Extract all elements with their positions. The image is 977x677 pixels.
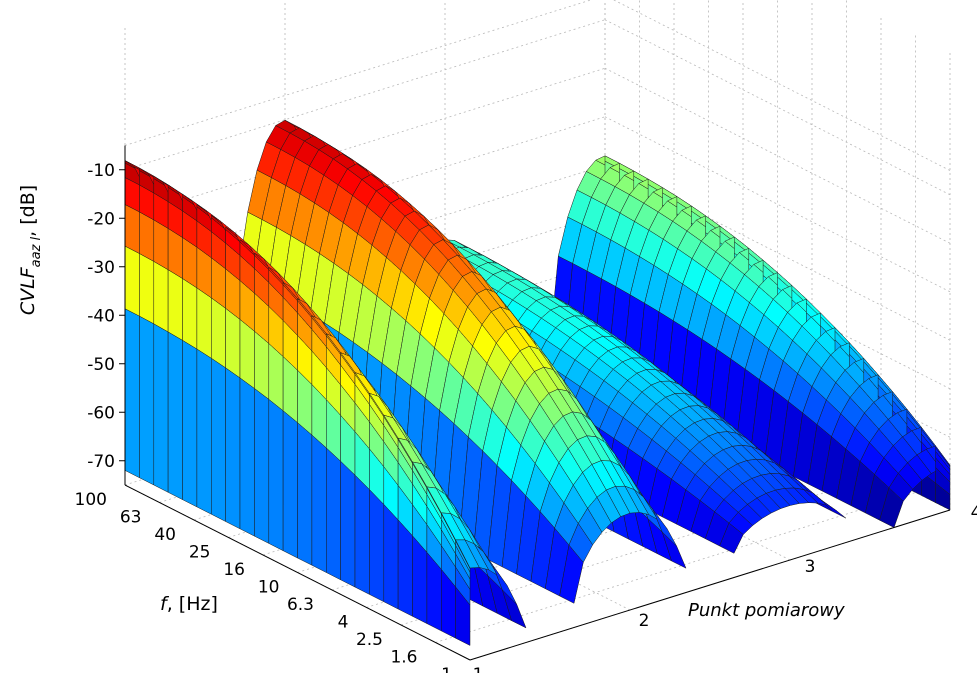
- surface-patch: [383, 503, 399, 610]
- y-tick-label: 63: [120, 508, 142, 528]
- y-tick-label: 1.6: [390, 648, 417, 668]
- z-tick-label: -40: [87, 306, 115, 326]
- wall-grid-line: [124, 67, 606, 219]
- y-tick-label: 100: [75, 490, 107, 510]
- y-tick-label: 10: [258, 578, 280, 598]
- surface-patch: [139, 253, 155, 325]
- z-tick-label: -70: [87, 452, 115, 472]
- surface-patch: [211, 357, 226, 522]
- z-tick-label: -60: [87, 403, 115, 423]
- y-tick-label: 4: [338, 613, 349, 633]
- surface-patch: [369, 488, 385, 603]
- surface-patch: [139, 211, 155, 262]
- surface-patch: [153, 260, 169, 333]
- floor-grid-line: [435, 492, 916, 643]
- x-tick-label: 1: [473, 665, 484, 673]
- y-axis-line: [124, 484, 471, 661]
- x-axis-line: [469, 509, 951, 661]
- surface-patch: [167, 269, 183, 341]
- y-tick-label: 16: [223, 560, 245, 580]
- wall-grid-line: [124, 0, 592, 146]
- surface-patch: [124, 308, 140, 479]
- surface-patch: [254, 387, 270, 544]
- floor-grid-line: [400, 474, 882, 626]
- surface-patch: [340, 460, 356, 588]
- surface-patch: [196, 348, 212, 515]
- surface-patch: [354, 474, 370, 595]
- surface-patch: [124, 245, 140, 317]
- surface-patch: [182, 339, 198, 508]
- surface-patch: [139, 315, 155, 486]
- axis-layer: 1 2 3 4 1 1.6 2.5 4 6.3 10 16 25 40 63 100 -10 -20 -30 -40…: [75, 145, 977, 677]
- surface-patch: [182, 278, 198, 350]
- y-tick-label: 6.3: [287, 595, 314, 615]
- z-tick-label: -30: [87, 258, 115, 278]
- surface-patch: [297, 422, 313, 566]
- surface-patch: [311, 434, 327, 573]
- surface-patch: [662, 532, 687, 569]
- surface-patch: [268, 398, 284, 552]
- surface-patch: [124, 204, 140, 254]
- floor-grid-line: [366, 457, 847, 608]
- y-tick-label: 40: [154, 525, 176, 545]
- surface-patch: [225, 307, 241, 379]
- x-tick-label: 4: [971, 503, 977, 523]
- x-tick-label: 3: [805, 557, 816, 577]
- surface-patch: [167, 331, 183, 501]
- y-axis-label: f, [Hz]: [160, 593, 218, 615]
- surface-patch: [282, 410, 298, 559]
- surface-patch: [196, 287, 212, 359]
- y-tick-label: 2.5: [356, 630, 383, 650]
- surface-patch: [326, 447, 341, 581]
- x-axis-label: Punkt pomiarowy: [688, 600, 845, 621]
- surface-patch: [225, 367, 241, 530]
- surface-patch: [502, 589, 527, 629]
- surface-punkt-1: [124, 160, 527, 646]
- surface-patch: [397, 519, 413, 617]
- surface-layer: [124, 119, 951, 646]
- surface-patch: [239, 377, 255, 537]
- x-tick-label: 2: [639, 611, 650, 631]
- z-tick-label: -10: [87, 161, 115, 181]
- z-axis-label: CVLFaaz l, [dB]: [17, 185, 44, 315]
- z-tick-label: -50: [87, 355, 115, 375]
- y-tick-label: 1: [441, 665, 452, 673]
- surface-patch: [211, 297, 226, 369]
- z-tick-label: -20: [87, 209, 115, 229]
- surface-patch: [822, 500, 847, 519]
- wall-grid-line: [124, 19, 606, 171]
- surface-patch: [153, 323, 169, 493]
- y-tick-label: 25: [189, 543, 211, 563]
